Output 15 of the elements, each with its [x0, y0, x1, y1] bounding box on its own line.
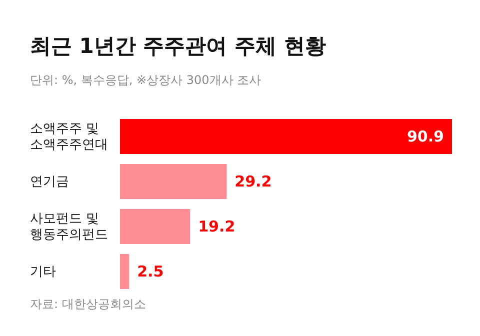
y-tick-label: 사모펀드 및 행동주의펀드: [30, 211, 108, 242]
data-label: 29.2: [234, 172, 272, 190]
data-label: 19.2: [198, 218, 236, 236]
y-tick-label: 연기금: [30, 174, 69, 189]
text: 자료: 대한상공회의소: [30, 296, 146, 313]
data-label: 2.5: [137, 262, 164, 280]
y-tick-label: 기타: [30, 264, 56, 279]
bar: [120, 119, 452, 154]
bar: [120, 164, 227, 199]
y-tick-label: 소액주주 및 소액주주연대: [30, 121, 108, 152]
bar: [120, 254, 130, 289]
chart-subtitle: 단위: %, 복수응답, ※상장사 300개사 조사: [30, 72, 262, 89]
data-label: 90.9: [406, 128, 444, 146]
chart-title: 최근 1년간 주주관여 주체 현황: [30, 33, 326, 60]
bar: [120, 209, 190, 244]
